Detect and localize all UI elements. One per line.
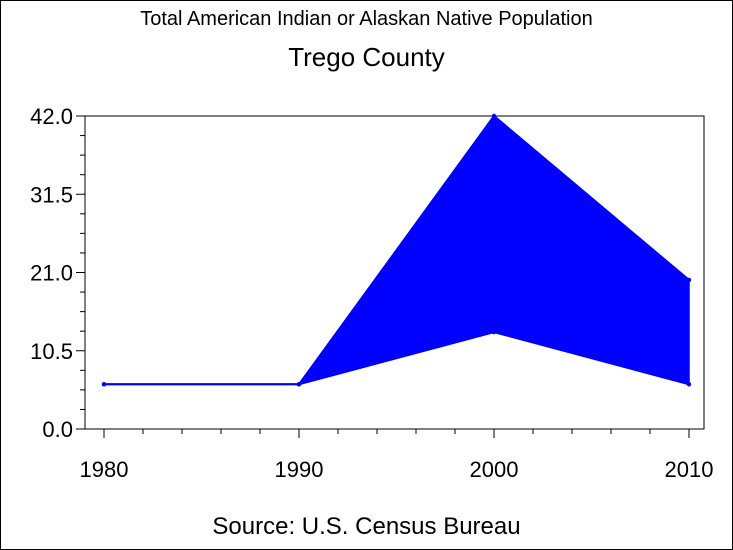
lower-point: [491, 329, 497, 335]
y-tick-label: 0.0: [42, 417, 73, 442]
x-tick-label: 1980: [80, 457, 129, 482]
x-tick-label: 2000: [470, 457, 519, 482]
lower-point: [296, 382, 302, 387]
y-tick-label: 42.0: [30, 104, 73, 129]
chart-subtitle: Trego County: [288, 42, 445, 72]
upper-point: [491, 113, 497, 119]
chart-title: Total American Indian or Alaskan Native …: [140, 8, 593, 30]
y-tick-label: 31.5: [30, 182, 73, 207]
y-tick-label: 21.0: [30, 261, 73, 286]
y-axis: 0.0 10.5 21.0 31.5 42.0: [30, 104, 85, 442]
band-layer: [101, 113, 692, 387]
lower-series-line: [104, 331, 690, 386]
x-axis: 1980 1990 2000 2010: [80, 429, 714, 482]
x-tick-label: 1990: [275, 457, 324, 482]
lower-point: [686, 382, 692, 387]
y-tick-label: 10.5: [30, 339, 73, 364]
lower-point: [101, 382, 107, 387]
upper-point: [686, 277, 692, 283]
x-tick-label: 2010: [665, 457, 714, 482]
source-note: Source: U.S. Census Bureau: [212, 513, 521, 540]
